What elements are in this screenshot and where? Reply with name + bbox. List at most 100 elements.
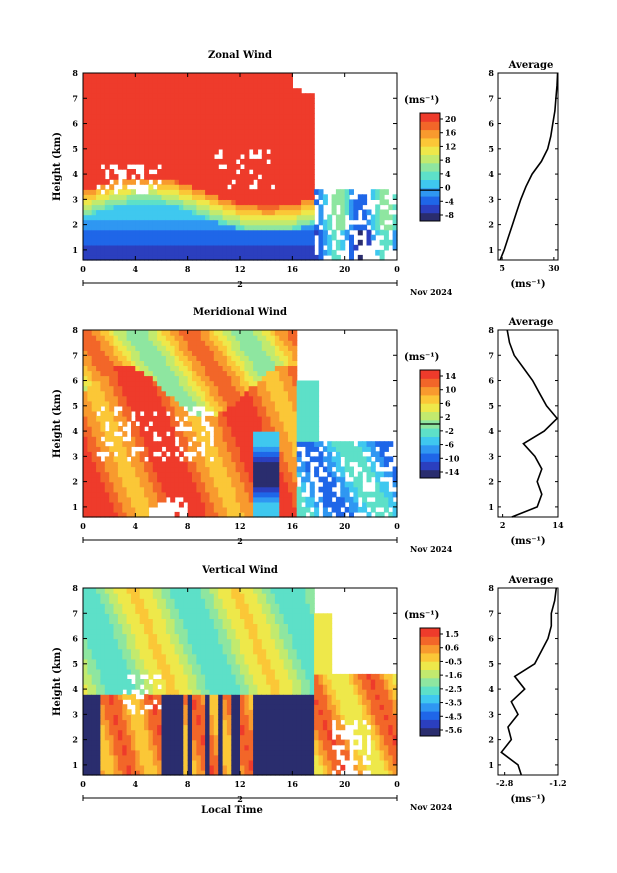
heatmap-cell	[309, 395, 315, 402]
heatmap-cell	[126, 73, 132, 79]
heatmap-cell	[96, 679, 102, 685]
heatmap-cell	[292, 405, 298, 412]
heatmap-cell	[83, 451, 88, 457]
heatmap-cell	[292, 158, 298, 165]
heatmap-cell	[100, 148, 106, 155]
heatmap-cell	[122, 593, 128, 599]
heatmap-cell	[318, 451, 324, 457]
heatmap-cell	[213, 481, 219, 488]
heatmap-cell	[161, 209, 167, 216]
heatmap-cell	[122, 709, 128, 715]
heatmap-cell	[200, 219, 206, 226]
heatmap-cell	[205, 365, 211, 372]
heatmap-cell	[292, 164, 298, 170]
heatmap-cell	[117, 204, 123, 211]
heatmap-cell	[292, 355, 298, 361]
heatmap-cell	[305, 234, 311, 241]
heatmap-cell	[165, 330, 171, 336]
heatmap-cell	[288, 189, 293, 195]
heatmap-cell	[161, 476, 167, 483]
heatmap-cell	[218, 496, 224, 503]
heatmap-cell	[91, 653, 97, 660]
heatmap-cell	[91, 506, 97, 513]
heatmap-cell	[113, 648, 119, 655]
heatmap-cell	[274, 234, 280, 241]
y-axis-label: Height (km)	[52, 389, 63, 458]
heatmap-cell	[122, 648, 128, 655]
heatmap-cell	[266, 179, 272, 185]
heatmap-cell	[218, 350, 224, 356]
heatmap-cell	[87, 714, 93, 721]
heatmap-cell	[231, 224, 237, 231]
heatmap-cell	[152, 400, 158, 407]
heatmap-cell	[218, 365, 224, 372]
heatmap-cell	[87, 679, 93, 685]
heatmap-cell	[148, 113, 154, 120]
heatmap-cell	[117, 415, 123, 422]
heatmap-cell	[226, 340, 232, 346]
heatmap-cell	[296, 400, 302, 407]
heatmap-cell	[192, 350, 197, 356]
heatmap-cell	[196, 164, 202, 170]
heatmap-cell	[231, 234, 237, 241]
heatmap-cell	[213, 239, 219, 246]
heatmap-cell	[87, 769, 93, 776]
heatmap-cell	[87, 729, 93, 736]
heatmap-cell	[279, 153, 285, 160]
heatmap-cell	[109, 724, 115, 731]
heatmap-cell	[100, 663, 106, 670]
heatmap-cell	[235, 345, 241, 351]
heatmap-cell	[161, 628, 167, 635]
heatmap-cell	[126, 123, 132, 130]
heatmap-cell	[144, 400, 150, 407]
heatmap-cell	[379, 486, 385, 493]
heatmap-cell	[100, 684, 106, 690]
heatmap-cell	[253, 511, 259, 518]
heatmap-cell	[209, 501, 215, 508]
heatmap-cell	[83, 123, 88, 130]
heatmap-cell	[122, 684, 128, 690]
heatmap-cell	[213, 436, 219, 442]
heatmap-cell	[235, 244, 241, 251]
heatmap-cell	[91, 194, 97, 200]
heatmap-cell	[170, 446, 176, 452]
heatmap-cell	[183, 234, 189, 241]
heatmap-cell	[288, 199, 293, 206]
heatmap-cell	[375, 481, 381, 488]
heatmap-cell	[331, 461, 337, 468]
heatmap-cell	[170, 158, 176, 165]
heatmap-cell	[375, 229, 381, 236]
heatmap-cell	[83, 633, 88, 640]
heatmap-cell	[335, 239, 341, 246]
heatmap-cell	[104, 461, 110, 468]
heatmap-cell	[117, 679, 123, 685]
heatmap-cell	[117, 764, 123, 771]
heatmap-cell	[126, 169, 132, 175]
heatmap-cell	[222, 441, 228, 447]
heatmap-cell	[248, 330, 254, 336]
heatmap-cell	[91, 103, 97, 109]
heatmap-cell	[174, 128, 180, 135]
heatmap-cell	[152, 415, 158, 422]
heatmap-cell	[379, 214, 385, 221]
heatmap-cell	[261, 410, 267, 417]
heatmap-cell	[218, 385, 224, 392]
heatmap-cell	[109, 204, 115, 211]
heatmap-cell	[117, 663, 123, 670]
heatmap-cell	[196, 345, 202, 351]
heatmap-cell	[309, 118, 315, 125]
heatmap-cell	[122, 385, 128, 392]
colorbar-segment	[420, 179, 440, 189]
heatmap-cell	[170, 239, 176, 246]
heatmap-cell	[135, 638, 141, 645]
heatmap-cell	[113, 633, 119, 640]
heatmap-cell	[144, 194, 150, 200]
heatmap-cell	[257, 118, 263, 125]
heatmap-cell	[144, 123, 150, 130]
heatmap-cell	[231, 138, 237, 145]
heatmap-cell	[148, 689, 154, 695]
heatmap-cell	[266, 466, 272, 473]
heatmap-cell	[196, 350, 202, 356]
heatmap-cell	[96, 128, 102, 135]
heatmap-cell	[209, 350, 215, 356]
